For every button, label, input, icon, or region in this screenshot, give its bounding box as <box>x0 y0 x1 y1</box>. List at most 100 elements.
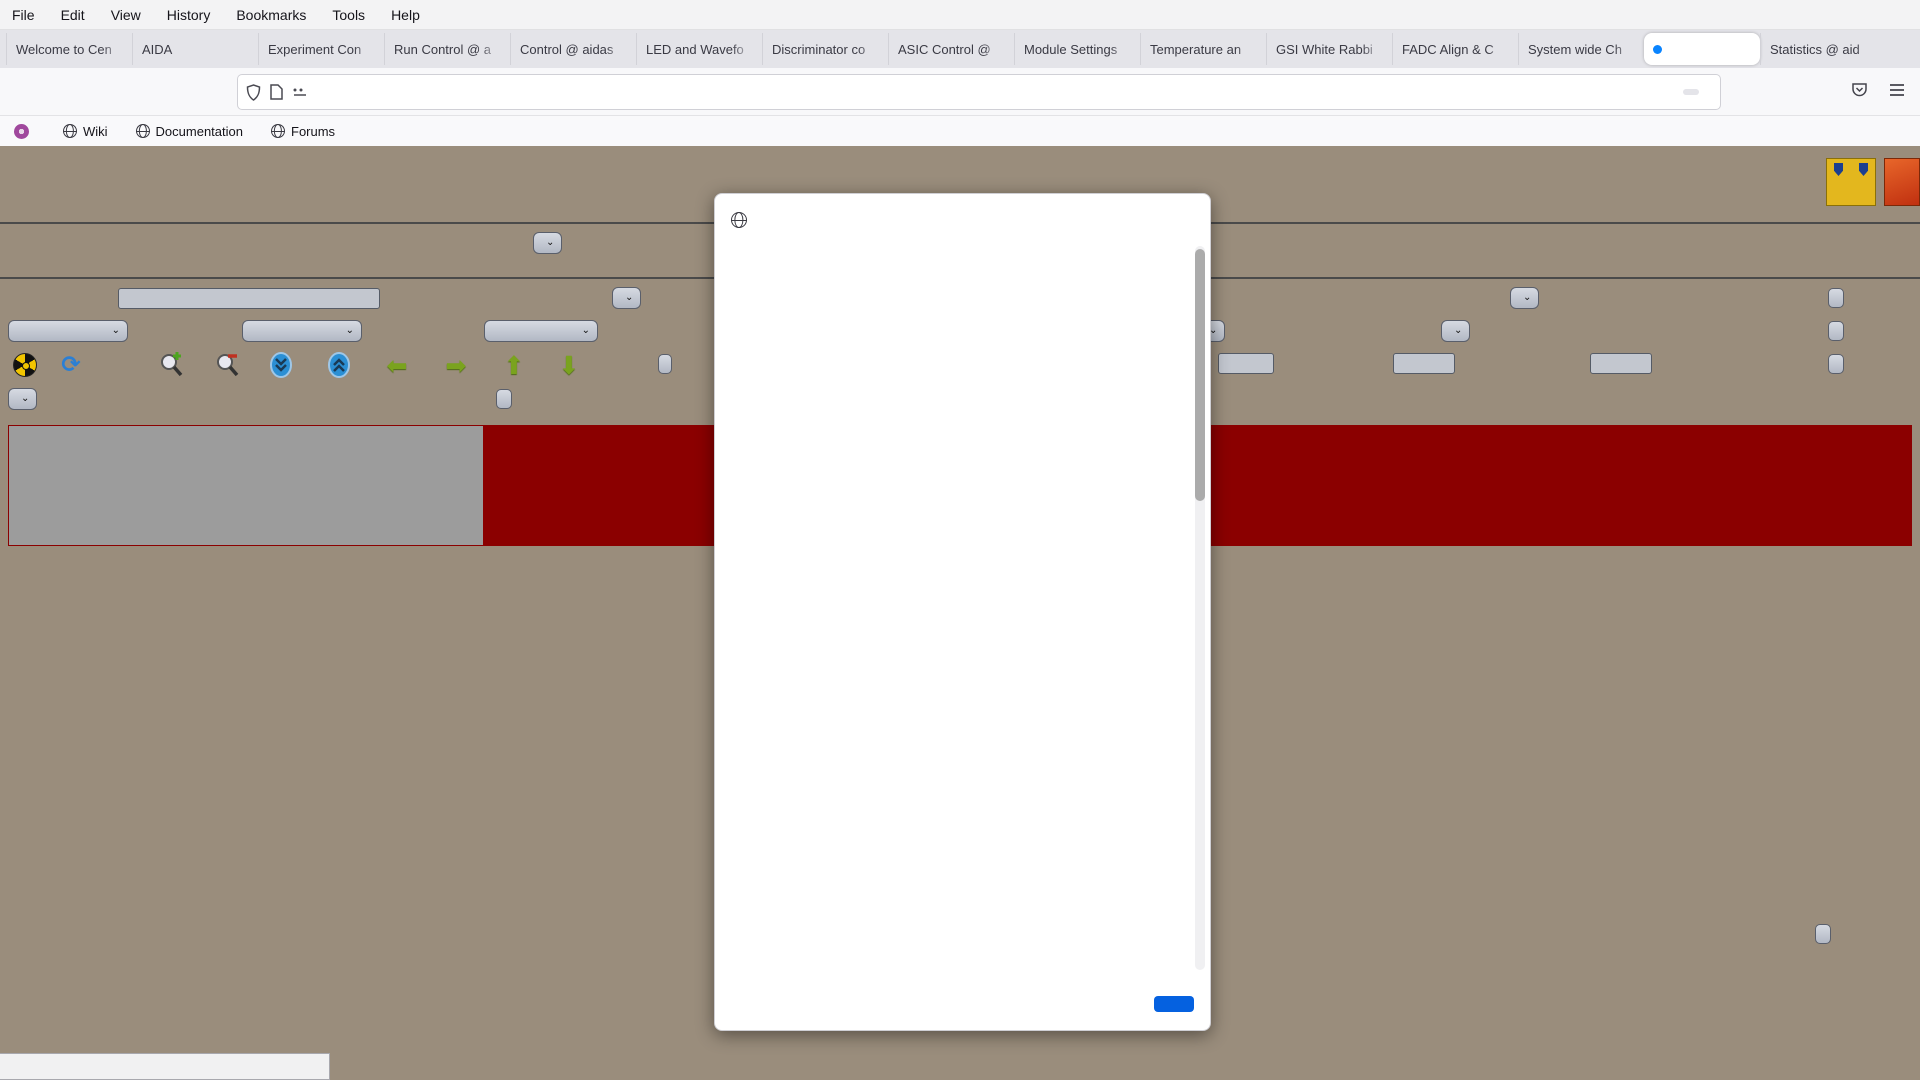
active-tab-spectrum[interactable] <box>1644 33 1760 65</box>
url-bar[interactable] <box>238 75 1720 109</box>
permissions-icon[interactable] <box>292 86 308 98</box>
chevron-down-icon: ⌄ <box>581 324 590 336</box>
browser-tab[interactable]: Experiment Con <box>258 33 384 65</box>
chevron-down-icon: ⌄ <box>625 291 634 303</box>
globe-icon <box>63 124 77 138</box>
dialog-title <box>731 212 755 228</box>
what-are-these-button[interactable] <box>1828 288 1844 308</box>
fair-logo <box>1884 158 1920 206</box>
browser-tab[interactable]: Control @ aidas <box>510 33 636 65</box>
menu-hamburger-icon[interactable] <box>1889 82 1905 102</box>
dialog-scrollbar-track[interactable] <box>1195 246 1205 970</box>
bookmark-item[interactable]: Documentation <box>135 123 243 139</box>
window-controls <box>1862 0 1910 30</box>
browser-tab[interactable]: Run Control @ a <box>384 33 510 65</box>
globe-icon <box>731 212 747 228</box>
browser-tab[interactable]: System wide Ch <box>1518 33 1644 65</box>
new-tab-button[interactable] <box>1886 33 1916 65</box>
zoom-in-icon[interactable] <box>158 352 184 378</box>
tab-label: Welcome to Cen <box>16 41 112 57</box>
arrow-right-icon[interactable]: ➡ <box>445 350 467 380</box>
browser-tab[interactable]: ASIC Control @ <box>888 33 1014 65</box>
refresh-icon[interactable]: ⟳ <box>61 351 81 378</box>
spectra-functions-dropdown[interactable]: ⌄ <box>1510 287 1540 309</box>
acquisition-server-select[interactable]: ⌄ <box>533 232 563 254</box>
chevron-down-icon: ⌄ <box>21 392 30 404</box>
auto-update-button[interactable] <box>496 389 512 409</box>
arrange-functions-dropdown[interactable]: ⌄ <box>242 320 362 342</box>
tab-label: Experiment Con <box>268 41 362 57</box>
analysis-functions-dropdown[interactable]: ⌄ <box>484 320 598 342</box>
centos-icon <box>14 123 29 139</box>
tab-label: Control @ aidas <box>520 41 614 57</box>
browser-tab[interactable]: LED and Wavefo <box>636 33 762 65</box>
spectrum-name-input[interactable] <box>118 288 380 309</box>
bookmark-item[interactable] <box>14 123 35 139</box>
browser-tab[interactable]: Welcome to Cen <box>6 33 132 65</box>
browser-tab[interactable]: Temperature an <box>1140 33 1266 65</box>
browser-tab[interactable]: Discriminator co <box>762 33 888 65</box>
spectrum-plot-cell[interactable] <box>9 426 483 545</box>
xmax-input[interactable] <box>1218 353 1274 374</box>
menu-item[interactable]: Bookmarks <box>236 6 307 23</box>
globe-icon <box>271 124 285 138</box>
browser-status-text <box>0 1053 330 1080</box>
view-functions-dropdown[interactable]: ⌄ <box>8 320 128 342</box>
chevron-down-icon: ⌄ <box>1454 324 1463 336</box>
update-rate-dropdown[interactable]: ⌄ <box>8 388 38 410</box>
chevron-down-icon: ⌄ <box>111 324 120 336</box>
arrow-left-icon[interactable]: ⬅ <box>386 350 408 380</box>
menu-item[interactable]: View <box>110 6 141 23</box>
chevron-down-icon: ⌄ <box>1523 291 1532 303</box>
ymin-input[interactable] <box>1393 353 1455 374</box>
tab-label: ASIC Control @ <box>898 41 991 57</box>
bookmark-item[interactable]: Forums <box>271 124 335 139</box>
layout-id-dropdown[interactable]: ⌄ <box>1441 320 1471 342</box>
browser-tab[interactable]: Module Settings <box>1014 33 1140 65</box>
x-button[interactable] <box>658 354 672 374</box>
browser-tab[interactable]: Statistics @ aid <box>1760 33 1886 65</box>
collapse-down-icon[interactable] <box>268 352 294 378</box>
how-to-use-button[interactable] <box>1815 924 1831 944</box>
what-are-these-button[interactable] <box>1828 321 1844 341</box>
dialog-scrollbar-thumb[interactable] <box>1195 249 1205 501</box>
tab-label: Run Control @ a <box>394 41 492 57</box>
dialog-body <box>731 252 1186 976</box>
what-are-these-button[interactable] <box>1828 354 1844 374</box>
tab-label: GSI White Rabbi <box>1276 41 1373 57</box>
tab-bar: Welcome to Cen AIDA Experiment Con Run Cont… <box>0 30 1920 68</box>
tab-label: LED and Wavefo <box>646 41 744 57</box>
tab-label: Discriminator co <box>772 41 866 57</box>
bookmarks-bar: Wiki Documentation Forums <box>0 116 1920 146</box>
ymax-input[interactable] <box>1590 353 1652 374</box>
zoom-out-icon[interactable] <box>214 352 240 378</box>
ok-button[interactable] <box>1154 996 1194 1012</box>
arrow-up-icon[interactable]: ⬆ <box>503 350 525 380</box>
radiation-icon[interactable] <box>12 352 38 378</box>
menu-item[interactable]: Tools <box>332 6 366 23</box>
integration-results-dialog <box>714 193 1211 1031</box>
expand-up-icon[interactable] <box>326 352 352 378</box>
chevron-down-icon: ⌄ <box>345 324 354 336</box>
chevron-down-icon: ⌄ <box>1209 324 1218 336</box>
browser-tab[interactable]: GSI White Rabbi <box>1266 33 1392 65</box>
browser-tab[interactable]: AIDA <box>132 33 258 65</box>
page-info-icon[interactable] <box>270 84 283 100</box>
arrow-down-icon[interactable]: ⬇ <box>558 350 580 380</box>
menu-item[interactable]: Edit <box>60 6 85 23</box>
bookmark-item[interactable]: Wiki <box>63 124 108 139</box>
menu-item[interactable]: File <box>12 6 35 23</box>
select-spectrum-dropdown[interactable]: ⌄ <box>612 287 642 309</box>
chevron-down-icon: ⌄ <box>546 236 555 248</box>
zoom-level-badge[interactable] <box>1683 89 1699 95</box>
menu-item[interactable]: Help <box>391 6 420 23</box>
globe-icon <box>135 124 150 138</box>
tab-label: Statistics @ aid <box>1770 41 1860 57</box>
menu-item[interactable]: History <box>166 6 211 23</box>
tab-label: FADC Align & C <box>1402 41 1494 57</box>
bookmark-label: Documentation <box>155 123 243 139</box>
pocket-icon[interactable] <box>1851 82 1868 103</box>
shield-icon[interactable] <box>246 83 261 101</box>
midas-logo <box>1826 158 1876 206</box>
browser-tab[interactable]: FADC Align & C <box>1392 33 1518 65</box>
